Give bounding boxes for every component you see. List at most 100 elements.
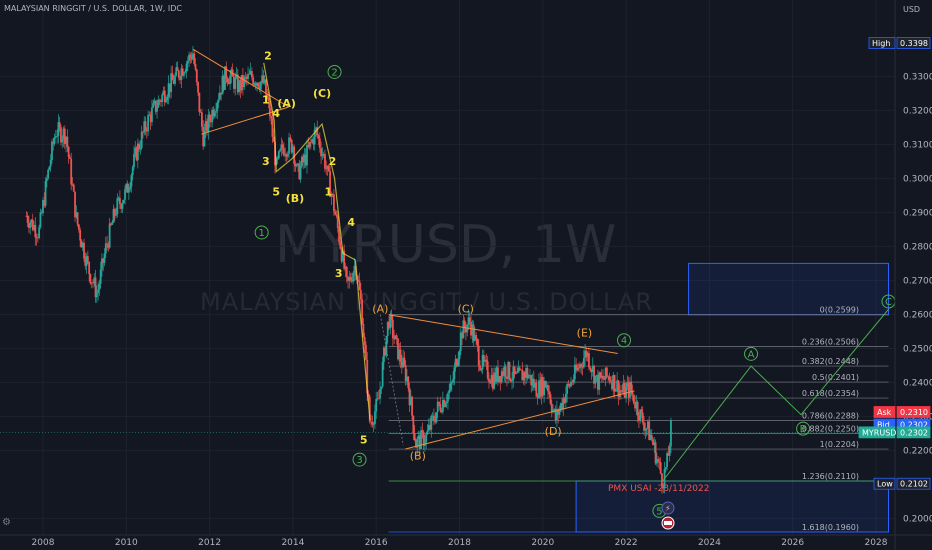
candle-body [452,379,454,383]
candle-body [375,399,378,412]
candle-body [185,63,188,72]
candle-body [284,154,287,156]
candle-body [666,453,669,468]
candle-body [444,403,447,407]
candle-body [266,94,269,98]
candle-body [117,197,120,199]
candle-body [576,367,579,371]
candle-body [418,435,421,450]
candle-body [101,258,103,270]
x-tick-label: 2016 [365,538,388,548]
candle-body [47,169,50,179]
candle-body [181,68,184,76]
x-tick-label: 2022 [615,538,638,548]
x-tick-label: 2018 [448,538,471,548]
candle-body [426,430,429,435]
candle-body [456,358,458,366]
candle-body [412,415,415,434]
currency-label: USD [903,5,920,14]
candle-body [506,377,508,379]
candle-body [590,369,593,372]
candle-body [379,389,381,399]
candle-body [345,266,348,277]
candle-body [156,107,158,112]
candle-body [271,118,274,137]
candle-body [408,387,411,406]
candle-body [588,353,590,368]
price-tag-value: 0.2302 [900,428,928,437]
candle-body [372,424,375,425]
candle-body [250,71,253,78]
wave-label-green: 4 [621,336,627,347]
x-tick-label: 2026 [781,538,804,548]
candle-body [285,154,288,157]
event-lightning-icon[interactable] [661,501,675,515]
x-tick-label: 2028 [865,538,888,548]
candle-body [539,380,542,397]
candle-body [417,435,420,440]
y-tick-label: 0.2700 [903,276,932,286]
candle-body [420,430,422,450]
candle-body [54,136,57,138]
wave-label-yellow: 2 [329,155,337,168]
candle-body [317,135,320,139]
candle-body [381,361,384,387]
candle-body [36,237,39,239]
candle-body [177,70,180,78]
candle-body [486,361,489,379]
candle-body [591,365,594,372]
candle-body [374,411,376,425]
candle-body [512,366,515,380]
candle-body [545,385,548,388]
candle-body [388,321,390,329]
candle-body [509,379,512,382]
candle-body [447,393,449,402]
annotation-note: PMX USAI -23/11/2022 [608,484,709,494]
candle-body [431,415,434,417]
wave-label-green: C [885,297,892,308]
candle-body [222,75,225,90]
candle-body [162,90,165,95]
candle-body [521,369,524,381]
candle-body [75,212,78,218]
candle-body [204,121,207,131]
candle-body [166,97,169,101]
candle-body [629,381,631,398]
candle-body [193,53,196,65]
candle-body [145,130,148,132]
candle-body [445,401,448,404]
candle-body [467,317,470,325]
candle-body [586,353,589,357]
candle-body [430,415,433,430]
candle-body [67,146,70,158]
candle-body [585,350,588,357]
candle-body [516,372,519,374]
candle-body [594,375,597,384]
fib-label: 0.882(0.2250) [802,424,859,433]
candle-body [180,68,183,80]
candle-body [630,381,633,392]
wave-label-yellow: 3 [262,155,270,168]
candle-body [242,75,244,87]
candle-body [176,67,179,71]
y-tick-label: 0.2500 [903,344,932,354]
candle-body [571,381,574,383]
candle-body [644,428,647,431]
candle-body [526,367,529,379]
candle-body [217,99,220,103]
trendline [192,48,289,108]
candle-body [611,381,613,390]
candle-body [384,347,387,356]
settings-icon[interactable]: ⚙ [2,517,11,528]
candle-body [523,372,526,378]
candle-body [473,335,476,341]
timeline-icons[interactable]: ⚡ [661,501,675,530]
candle-body [147,115,149,132]
candle-body [584,350,586,359]
candle-body [575,364,578,371]
fib-label: 0.236(0.2506) [802,337,859,346]
fib-label: 0.382(0.2448) [802,357,859,366]
candle-body [621,391,624,393]
candle-body [359,289,362,300]
